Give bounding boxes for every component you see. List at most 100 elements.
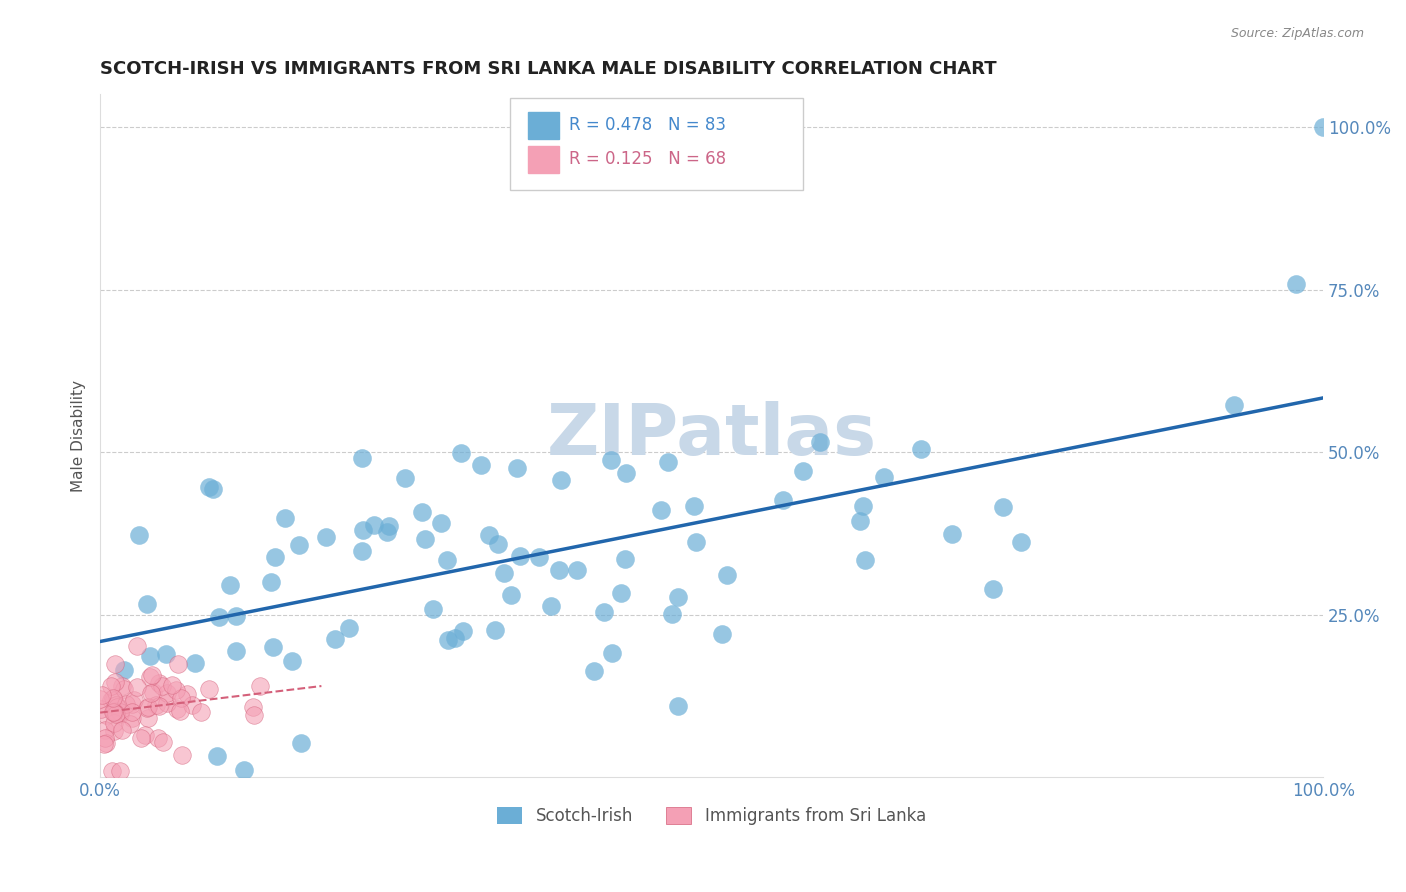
Immigrants from Sri Lanka <box>121 698 143 712</box>
Immigrants from Sri Lanka <box>103 693 125 707</box>
Scotch-Irish <box>685 535 707 549</box>
Immigrants from Sri Lanka <box>190 705 212 719</box>
Scotch-Irish <box>377 518 399 533</box>
Scotch-Irish <box>565 563 588 577</box>
Scotch-Irish <box>470 458 492 472</box>
Scotch-Irish <box>198 479 221 493</box>
Scotch-Irish <box>772 492 794 507</box>
Scotch-Irish <box>207 749 229 764</box>
Immigrants from Sri Lanka <box>166 702 188 716</box>
Scotch-Irish <box>529 550 551 565</box>
Scotch-Irish <box>352 451 374 466</box>
Scotch-Irish <box>981 582 1004 597</box>
Scotch-Irish <box>661 607 683 621</box>
Scotch-Irish <box>323 632 346 647</box>
Scotch-Irish <box>1312 120 1334 134</box>
Scotch-Irish <box>600 646 623 660</box>
Scotch-Irish <box>422 602 444 616</box>
Immigrants from Sri Lanka <box>170 747 193 762</box>
Immigrants from Sri Lanka <box>181 698 204 713</box>
Scotch-Irish <box>290 736 312 750</box>
Scotch-Irish <box>207 609 229 624</box>
Immigrants from Sri Lanka <box>169 704 191 718</box>
Scotch-Irish <box>666 590 689 604</box>
Immigrants from Sri Lanka <box>150 679 173 693</box>
Scotch-Irish <box>350 544 373 558</box>
Immigrants from Sri Lanka <box>152 735 174 749</box>
Immigrants from Sri Lanka <box>103 723 125 738</box>
Scotch-Irish <box>232 764 254 778</box>
Immigrants from Sri Lanka <box>108 706 131 721</box>
Scotch-Irish <box>1010 534 1032 549</box>
Immigrants from Sri Lanka <box>135 700 157 714</box>
Immigrants from Sri Lanka <box>156 686 179 700</box>
Immigrants from Sri Lanka <box>242 700 264 714</box>
Scotch-Irish <box>139 649 162 664</box>
Scotch-Irish <box>583 664 606 678</box>
Immigrants from Sri Lanka <box>104 657 127 671</box>
Immigrants from Sri Lanka <box>249 679 271 693</box>
Immigrants from Sri Lanka <box>90 701 112 715</box>
Bar <box>529 145 558 173</box>
Scotch-Irish <box>941 526 963 541</box>
Scotch-Irish <box>614 466 637 480</box>
Scotch-Irish <box>547 563 569 577</box>
Immigrants from Sri Lanka <box>121 711 143 725</box>
Immigrants from Sri Lanka <box>160 678 183 692</box>
Scotch-Irish <box>415 533 437 547</box>
Scotch-Irish <box>613 552 636 566</box>
Immigrants from Sri Lanka <box>141 668 163 682</box>
Immigrants from Sri Lanka <box>146 731 169 745</box>
Immigrants from Sri Lanka <box>136 711 159 725</box>
Scotch-Irish <box>112 663 135 677</box>
Text: R = 0.478   N = 83: R = 0.478 N = 83 <box>568 116 725 134</box>
Immigrants from Sri Lanka <box>105 698 128 713</box>
Scotch-Irish <box>218 578 240 592</box>
Immigrants from Sri Lanka <box>108 764 131 778</box>
Text: ZIPatlas: ZIPatlas <box>547 401 877 470</box>
Immigrants from Sri Lanka <box>104 707 127 722</box>
Immigrants from Sri Lanka <box>93 737 115 751</box>
Immigrants from Sri Lanka <box>138 700 160 714</box>
Immigrants from Sri Lanka <box>127 680 149 694</box>
Scotch-Irish <box>657 455 679 469</box>
Immigrants from Sri Lanka <box>108 705 131 719</box>
Immigrants from Sri Lanka <box>139 685 162 699</box>
Scotch-Irish <box>128 527 150 541</box>
Y-axis label: Male Disability: Male Disability <box>72 380 86 492</box>
Scotch-Irish <box>394 471 416 485</box>
Scotch-Irish <box>849 514 872 528</box>
Immigrants from Sri Lanka <box>142 684 165 698</box>
Immigrants from Sri Lanka <box>94 731 117 745</box>
Immigrants from Sri Lanka <box>145 698 167 712</box>
Scotch-Irish <box>509 549 531 563</box>
Text: Source: ZipAtlas.com: Source: ZipAtlas.com <box>1230 27 1364 40</box>
Scotch-Irish <box>711 627 734 641</box>
Immigrants from Sri Lanka <box>125 640 148 654</box>
Text: R = 0.125   N = 68: R = 0.125 N = 68 <box>568 151 725 169</box>
Immigrants from Sri Lanka <box>91 688 114 702</box>
Scotch-Irish <box>430 516 453 530</box>
Scotch-Irish <box>1223 398 1246 412</box>
Scotch-Irish <box>486 537 509 551</box>
Immigrants from Sri Lanka <box>100 679 122 693</box>
Scotch-Irish <box>262 640 284 654</box>
Scotch-Irish <box>202 482 225 496</box>
Scotch-Irish <box>501 588 523 602</box>
Scotch-Irish <box>910 442 932 456</box>
Immigrants from Sri Lanka <box>104 704 127 718</box>
Immigrants from Sri Lanka <box>100 693 122 707</box>
Scotch-Irish <box>550 473 572 487</box>
Scotch-Irish <box>492 566 515 580</box>
Immigrants from Sri Lanka <box>165 683 187 698</box>
Immigrants from Sri Lanka <box>170 690 193 705</box>
Immigrants from Sri Lanka <box>176 687 198 701</box>
Scotch-Irish <box>315 530 337 544</box>
Scotch-Irish <box>478 527 501 541</box>
Immigrants from Sri Lanka <box>112 682 135 697</box>
Immigrants from Sri Lanka <box>103 705 125 719</box>
Scotch-Irish <box>484 623 506 637</box>
Scotch-Irish <box>264 549 287 564</box>
Immigrants from Sri Lanka <box>111 679 134 693</box>
Immigrants from Sri Lanka <box>148 699 170 714</box>
